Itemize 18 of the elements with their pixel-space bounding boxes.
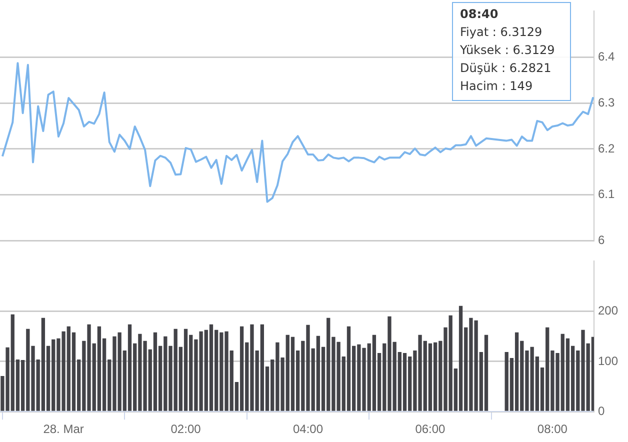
x-tick-label: 08:00	[537, 422, 568, 436]
y-tick-label: 6.1	[598, 187, 616, 202]
y-tick-label: 6.2	[598, 141, 616, 156]
annotation: Hacim : 149	[460, 79, 533, 94]
x-tick-label: 04:00	[292, 422, 324, 436]
y-tick-label: 200	[598, 304, 618, 318]
x-tick-label: 02:00	[170, 422, 202, 436]
y-tick-label: 0	[598, 404, 605, 418]
annotation: 08:40	[460, 7, 498, 22]
x-tick-label: 06:00	[415, 422, 446, 436]
y-tick-label: 6.3	[598, 95, 616, 110]
y-tick-label: 100	[598, 354, 618, 368]
annotation: Düşük : 6.2821	[460, 61, 552, 76]
x-tick-label: 28. Mar	[43, 422, 84, 436]
y-tick-label: 6	[598, 233, 605, 248]
annotation: Fiyat : 6.3129	[460, 25, 542, 40]
annotation: Yüksek : 6.3129	[459, 43, 555, 58]
y-tick-label: 6.4	[598, 49, 616, 64]
